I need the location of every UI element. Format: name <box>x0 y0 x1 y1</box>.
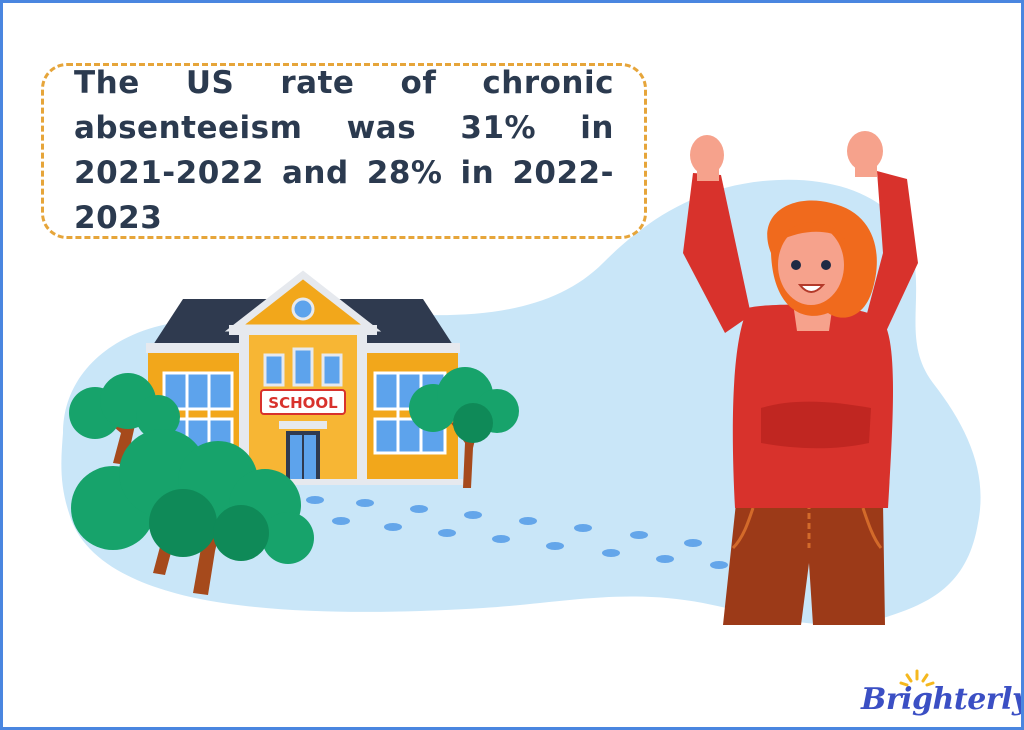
headline-text: The US rate of chronic absenteeism was 3… <box>74 65 614 236</box>
school-sign: SCHOOL <box>268 394 338 412</box>
tree-right <box>409 367 519 488</box>
footprints <box>306 496 728 569</box>
sun-icon <box>899 669 935 687</box>
cheering-girl <box>683 131 918 625</box>
brighterly-logo: Brighterly <box>861 667 1021 717</box>
speech-bubble: The US rate of chronic absenteeism was 3… <box>41 63 647 239</box>
tree-front <box>71 429 314 595</box>
tree-left <box>69 373 180 465</box>
illustration-scene: SCHOOL <box>61 131 981 625</box>
brand-name: Brighterly <box>861 682 1024 717</box>
